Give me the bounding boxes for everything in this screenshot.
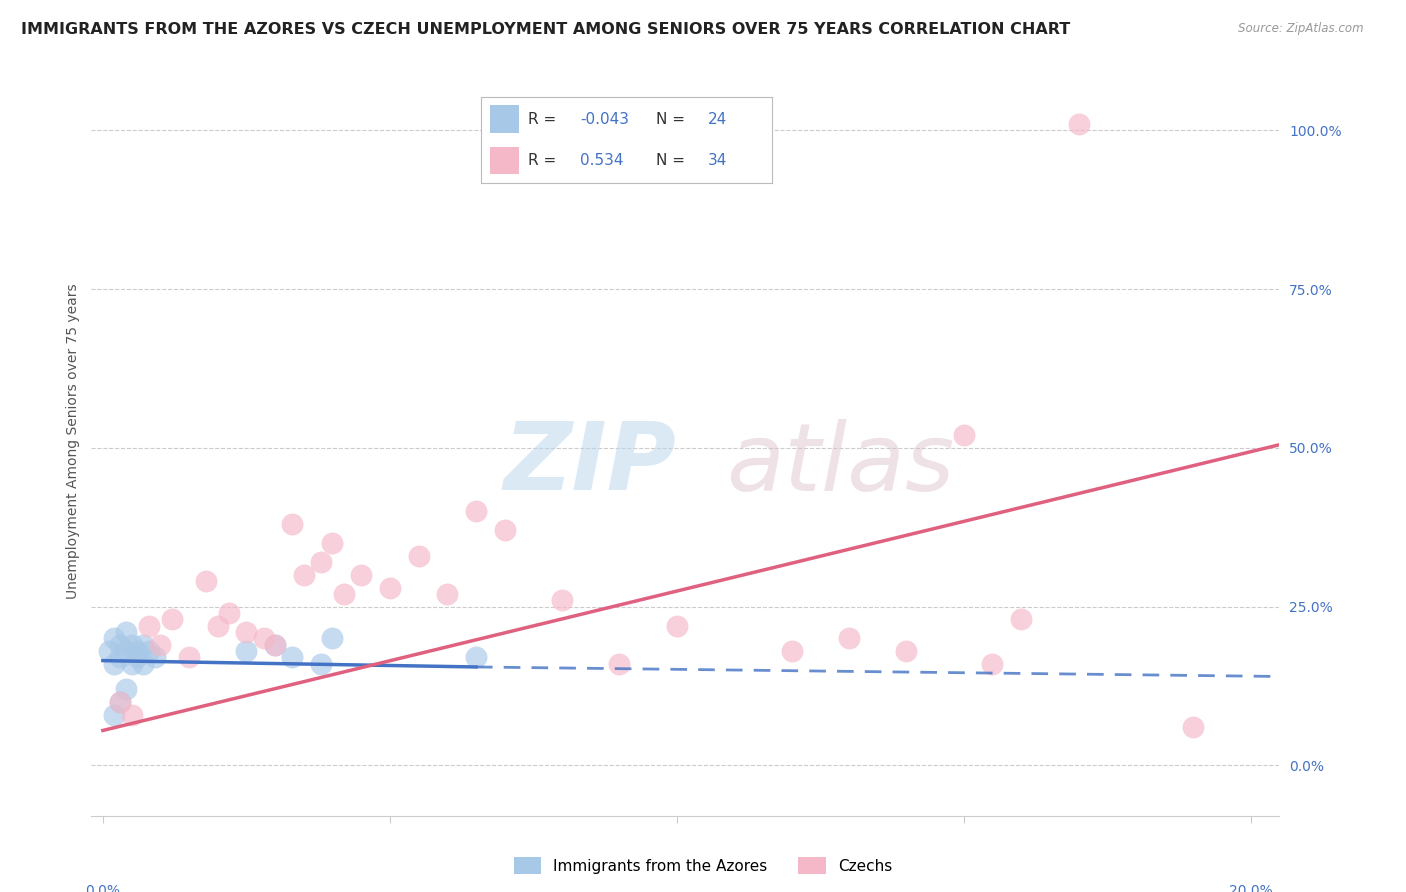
Point: [408, 549, 430, 563]
Point: [138, 644, 160, 658]
Legend: Immigrants from the Azores, Czechs: Immigrants from the Azores, Czechs: [508, 851, 898, 880]
Point: [281, 517, 304, 532]
Point: [207, 618, 229, 632]
Point: [149, 638, 172, 652]
Point: [896, 644, 918, 658]
Point: [292, 567, 315, 582]
Point: [103, 657, 125, 671]
Point: [114, 682, 136, 697]
Point: [264, 638, 287, 652]
Point: [665, 618, 688, 632]
Point: [177, 650, 200, 665]
Text: IMMIGRANTS FROM THE AZORES VS CZECH UNEMPLOYMENT AMONG SENIORS OVER 75 YEARS COR: IMMIGRANTS FROM THE AZORES VS CZECH UNEM…: [21, 22, 1070, 37]
Point: [127, 650, 149, 665]
Point: [780, 644, 803, 658]
Point: [465, 504, 488, 518]
Point: [114, 625, 136, 640]
Point: [465, 650, 488, 665]
Point: [350, 567, 373, 582]
Point: [235, 644, 257, 658]
Point: [309, 657, 332, 671]
Point: [108, 638, 131, 652]
Point: [981, 657, 1004, 671]
Point: [127, 644, 149, 658]
Point: [103, 632, 125, 646]
Point: [252, 632, 274, 646]
Point: [114, 644, 136, 658]
Point: [108, 650, 131, 665]
Point: [309, 555, 332, 569]
Point: [138, 618, 160, 632]
Point: [436, 587, 458, 601]
Point: [321, 536, 343, 550]
Point: [333, 587, 356, 601]
Point: [121, 657, 143, 671]
Text: 0.0%: 0.0%: [86, 884, 121, 892]
Text: ZIP: ZIP: [503, 418, 676, 510]
Point: [121, 707, 143, 722]
Point: [838, 632, 860, 646]
Point: [108, 695, 131, 709]
Point: [1010, 612, 1032, 626]
Point: [143, 650, 166, 665]
Text: 20.0%: 20.0%: [1229, 884, 1272, 892]
Point: [551, 593, 574, 607]
Point: [494, 524, 516, 538]
Point: [218, 606, 240, 620]
Point: [1067, 117, 1090, 131]
Point: [235, 625, 257, 640]
Text: Source: ZipAtlas.com: Source: ZipAtlas.com: [1239, 22, 1364, 36]
Point: [195, 574, 218, 589]
Point: [378, 581, 401, 595]
Point: [132, 657, 155, 671]
Y-axis label: Unemployment Among Seniors over 75 years: Unemployment Among Seniors over 75 years: [66, 284, 80, 599]
Point: [1182, 720, 1205, 734]
Point: [321, 632, 343, 646]
Point: [160, 612, 183, 626]
Point: [132, 638, 155, 652]
Point: [108, 695, 131, 709]
Point: [952, 428, 974, 442]
Point: [121, 638, 143, 652]
Point: [103, 707, 125, 722]
Point: [281, 650, 304, 665]
Point: [609, 657, 631, 671]
Point: [97, 644, 120, 658]
Text: atlas: atlas: [725, 418, 955, 509]
Point: [264, 638, 287, 652]
